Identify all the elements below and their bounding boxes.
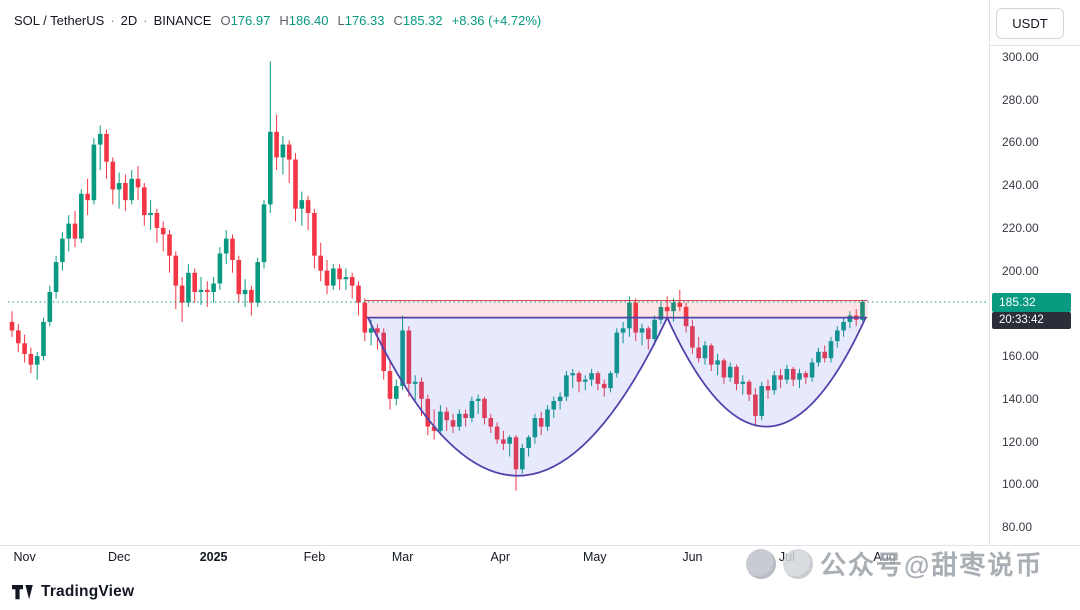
price-axis-label: 120.00: [1002, 434, 1039, 449]
watermark-avatar-icon: [746, 548, 776, 579]
symbol-legend[interactable]: SOL / TetherUS · 2D · BINANCE O176.97 H1…: [14, 13, 541, 28]
ohlc-low: L176.33: [337, 13, 385, 28]
time-axis-label: Feb: [303, 550, 326, 564]
price-axis-label: 160.00: [1002, 349, 1039, 364]
tradingview-logo-icon: [12, 584, 33, 599]
watermark: 公众号@甜枣说币: [746, 545, 1043, 582]
last-price-badge: 185.32: [992, 292, 1071, 312]
price-change: +8.36 (+4.72%): [451, 13, 542, 28]
price-axis-label: 280.00: [1002, 92, 1039, 107]
time-axis-label: Apr: [490, 550, 510, 564]
time-axis-label: Mar: [391, 550, 414, 564]
watermark-wechat-icon: [783, 548, 813, 579]
currency-toggle-button[interactable]: USDT: [996, 8, 1064, 39]
time-axis[interactable]: NovDec2025FebMarAprMayJunJulAug: [0, 546, 1080, 570]
cup-pattern-1[interactable]: [366, 316, 669, 477]
cup-pattern-2[interactable]: [665, 316, 868, 428]
exchange-label[interactable]: BINANCE: [153, 13, 212, 28]
price-axis-label: 80.00: [1002, 520, 1033, 534]
resistance-zone-drawing[interactable]: [364, 300, 868, 319]
time-axis-label: 2025: [199, 550, 228, 564]
ohlc-close: C185.32: [393, 13, 443, 28]
legend-separator: ·: [110, 13, 115, 28]
price-axis-label: 240.00: [1002, 178, 1039, 193]
tradingview-logo[interactable]: TradingView: [12, 583, 134, 601]
ohlc-high: H186.40: [279, 13, 329, 28]
candlesticks: [9, 61, 865, 491]
time-axis-label: Aug: [873, 550, 896, 564]
price-axis-label: 140.00: [1002, 391, 1039, 406]
time-axis-label: Nov: [13, 550, 36, 564]
price-axis-label: 260.00: [1002, 135, 1039, 150]
legend-separator: ·: [143, 13, 148, 28]
price-axis-label: 300.00: [1002, 50, 1039, 64]
bar-countdown-badge: 20:33:42: [992, 311, 1071, 329]
ohlc-open: O176.97: [220, 13, 271, 28]
time-axis-label: Dec: [107, 550, 131, 564]
watermark-text: 公众号@甜枣说币: [820, 550, 1044, 580]
price-axis-label: 100.00: [1002, 477, 1039, 492]
tradingview-logo-text: TradingView: [41, 583, 135, 600]
symbol-name[interactable]: SOL / TetherUS: [14, 13, 105, 28]
price-axis-label: 220.00: [1002, 220, 1039, 235]
interval-label[interactable]: 2D: [120, 13, 138, 28]
time-axis-label: May: [582, 550, 607, 564]
time-axis-label: Jun: [682, 550, 703, 564]
price-axis-label: 200.00: [1002, 263, 1039, 278]
